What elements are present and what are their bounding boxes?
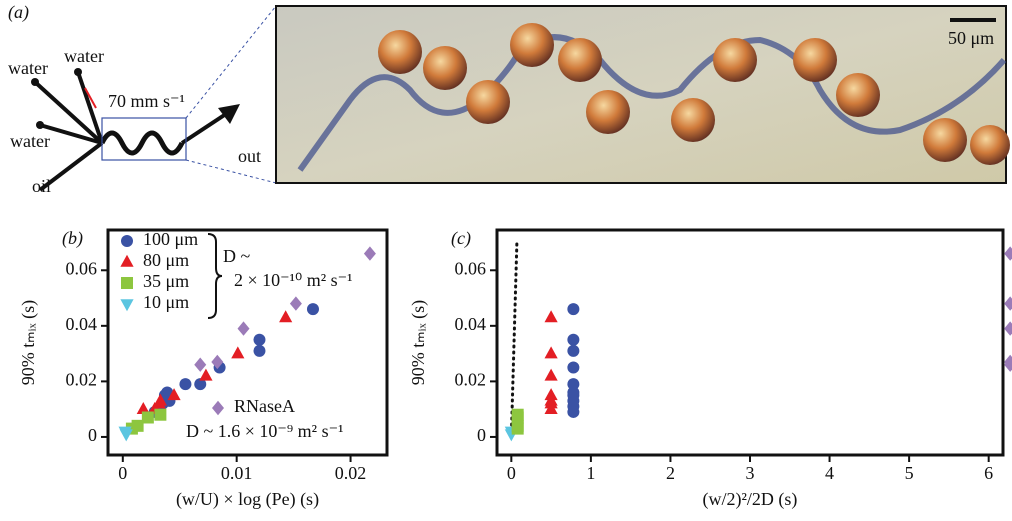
point xyxy=(132,420,144,432)
point xyxy=(567,378,579,390)
legend-marker xyxy=(121,235,133,247)
point xyxy=(194,358,206,372)
point xyxy=(290,296,302,310)
channels xyxy=(35,72,232,190)
y-axis-label: 90% tₘᵢₓ (s) xyxy=(18,300,39,385)
point xyxy=(545,388,558,400)
x-tick-label: 6 xyxy=(984,463,993,483)
point xyxy=(364,246,376,260)
x-tick-label: 3 xyxy=(746,463,755,483)
y-tick-label: 0.02 xyxy=(66,370,98,390)
y-tick-label: 0.04 xyxy=(66,314,98,334)
panel-label: (c) xyxy=(451,228,471,249)
inlet xyxy=(31,78,39,86)
zoom-line xyxy=(186,160,276,183)
point xyxy=(545,346,558,358)
point xyxy=(307,303,319,315)
x-tick-label: 5 xyxy=(905,463,914,483)
point xyxy=(1004,246,1012,260)
legend-marker xyxy=(212,401,224,415)
panel-label: (b) xyxy=(62,228,83,249)
point xyxy=(179,378,191,390)
y-tick-label: 0.02 xyxy=(455,370,487,390)
inlet-label: oil xyxy=(32,176,51,196)
x-axis-label: (w/2)²/2D (s) xyxy=(703,489,798,510)
out-arrow xyxy=(218,104,240,124)
outlet-label: out xyxy=(238,146,261,166)
point xyxy=(253,345,265,357)
point xyxy=(567,303,579,315)
x-tick-label: 0.02 xyxy=(335,463,367,483)
y-tick-label: 0.04 xyxy=(455,314,487,334)
inlet-label: water xyxy=(8,58,48,78)
y-tick-label: 0.06 xyxy=(455,258,487,278)
legend-marker xyxy=(120,299,133,311)
legend-label: 100 μm xyxy=(143,229,198,249)
point xyxy=(567,334,579,346)
point xyxy=(567,345,579,357)
legend-label: 35 μm xyxy=(143,271,189,291)
x-tick-label: 0 xyxy=(118,463,127,483)
speed-label: 70 mm s⁻¹ xyxy=(108,91,185,111)
y-axis-label: 90% tₘᵢₓ (s) xyxy=(408,300,429,385)
x-tick-label: 1 xyxy=(586,463,595,483)
point xyxy=(253,334,265,346)
annotation: D ~ xyxy=(223,246,250,266)
point xyxy=(279,310,292,322)
y-tick-label: 0.06 xyxy=(66,258,98,278)
legend-marker xyxy=(121,277,133,289)
point xyxy=(154,409,166,421)
x-axis-label: (w/U) × log (Pe) (s) xyxy=(176,489,319,510)
brace xyxy=(208,234,222,318)
schematic: (a) water water water oil out 70 mm s⁻¹ xyxy=(8,2,1010,196)
point xyxy=(545,310,558,322)
point xyxy=(1004,321,1012,335)
point xyxy=(142,412,154,424)
inlet xyxy=(36,121,44,129)
point xyxy=(567,362,579,374)
panel-label: (a) xyxy=(8,2,29,23)
x-tick-label: 2 xyxy=(666,463,675,483)
zoom-line xyxy=(186,6,276,118)
point xyxy=(512,409,524,421)
annotation: 2 × 10⁻¹⁰ m² s⁻¹ xyxy=(234,270,353,290)
annotation: D ~ 1.6 × 10⁻⁹ m² s⁻¹ xyxy=(186,421,343,441)
point xyxy=(1004,296,1012,310)
y-tick-label: 0 xyxy=(477,425,486,445)
figure: (a) water water water oil out 70 mm s⁻¹ xyxy=(0,0,1012,521)
inlet-label: water xyxy=(10,131,50,151)
x-tick-label: 4 xyxy=(825,463,834,483)
point xyxy=(120,429,133,441)
point xyxy=(238,321,250,335)
reference-line xyxy=(511,243,517,437)
x-tick-label: 0 xyxy=(507,463,516,483)
point xyxy=(545,369,558,381)
scale-bar-label: 50 μm xyxy=(948,28,994,48)
legend-label: RNaseA xyxy=(234,396,295,416)
legend-label: 10 μm xyxy=(143,292,189,312)
legend-marker xyxy=(120,255,133,267)
point xyxy=(231,346,244,358)
inlet-label: water xyxy=(64,46,104,66)
x-tick-label: 0.01 xyxy=(221,463,253,483)
micrograph: 50 μm xyxy=(276,6,1010,183)
y-tick-label: 0 xyxy=(88,425,97,445)
legend-label: 80 μm xyxy=(143,250,189,270)
inlet xyxy=(74,68,82,76)
